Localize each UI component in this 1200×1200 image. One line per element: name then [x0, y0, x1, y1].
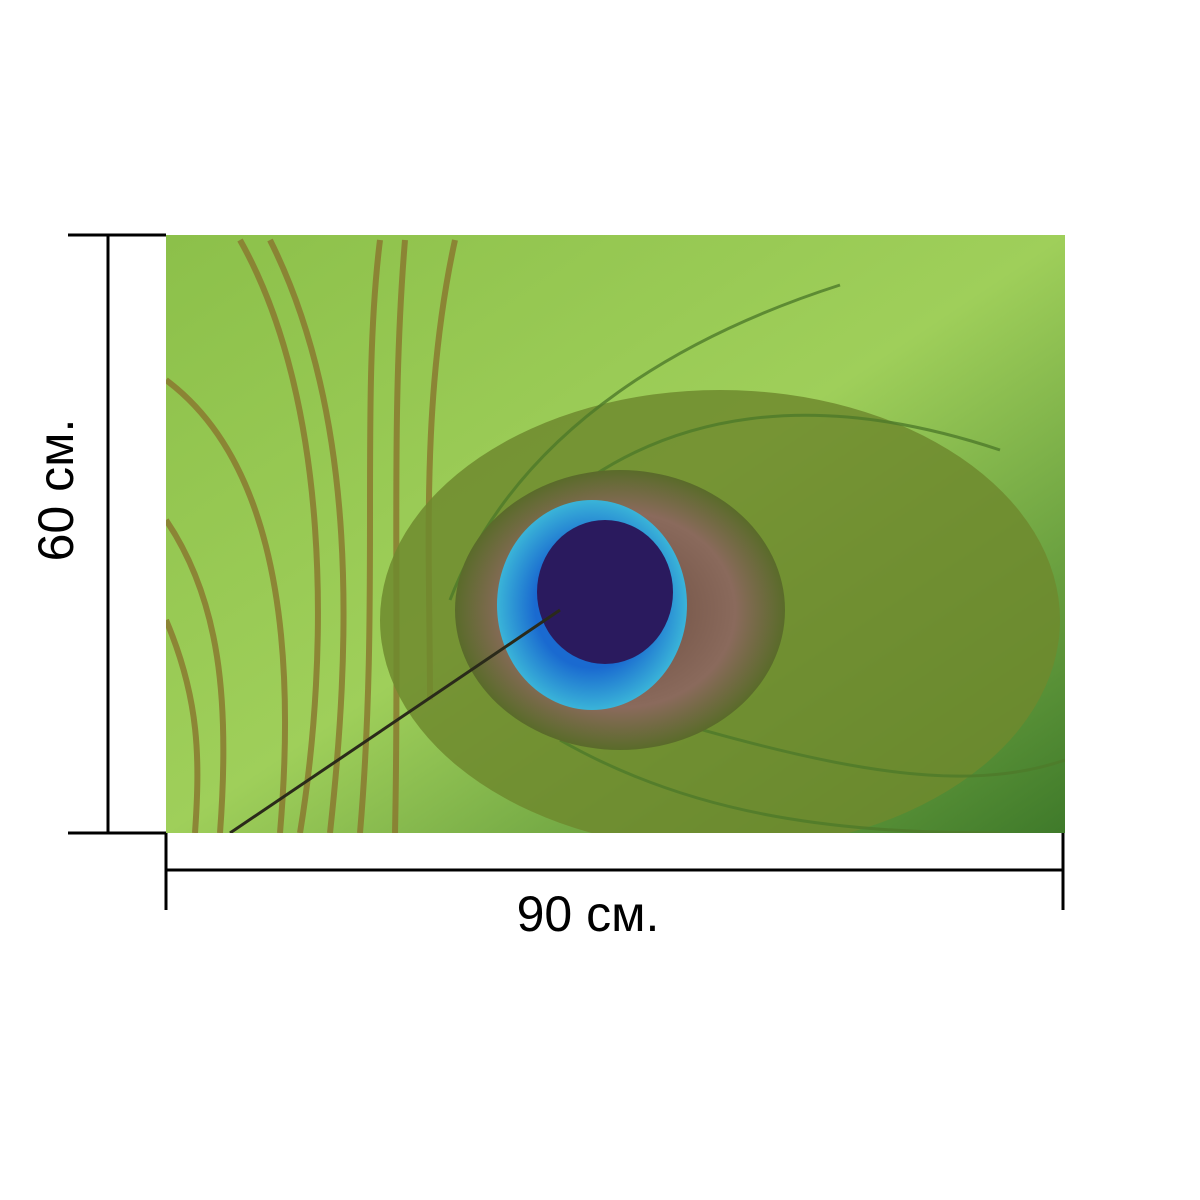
width-label: 90 см.: [517, 886, 660, 942]
feather-photo: [166, 235, 1065, 833]
dimension-lines: [68, 233, 1065, 910]
height-label: 60 см.: [28, 419, 84, 562]
